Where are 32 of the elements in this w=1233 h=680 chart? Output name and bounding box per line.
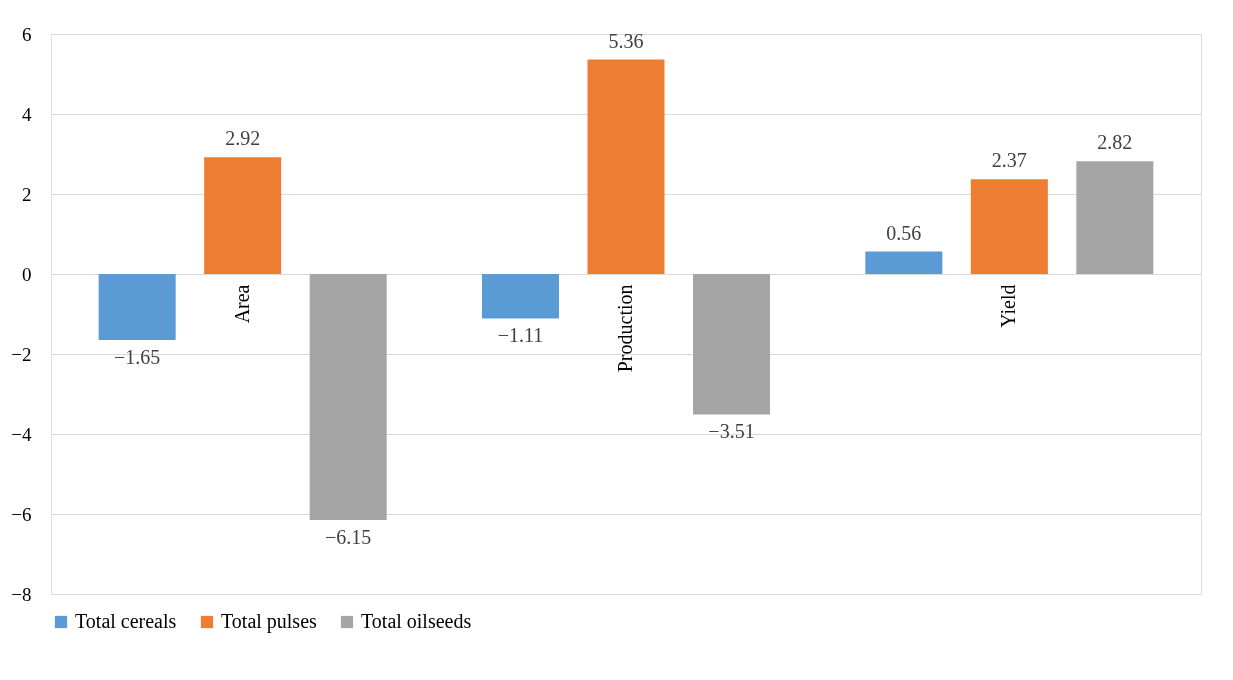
y-tick-label: 2 (22, 183, 32, 205)
y-tick-label: −2 (11, 343, 32, 365)
y-tick-label: −8 (11, 583, 32, 605)
x-tick-label: Area (230, 284, 253, 324)
bar (693, 274, 771, 415)
y-tick-label: 0 (22, 263, 32, 285)
data-label: −1.65 (114, 346, 161, 368)
data-label: 5.36 (608, 29, 644, 52)
bar (98, 274, 176, 340)
bar (481, 274, 559, 319)
data-label: −6.15 (325, 526, 372, 548)
data-label: −1.11 (497, 324, 544, 347)
bar (865, 251, 943, 274)
data-label: 2.37 (991, 149, 1027, 172)
bar (309, 274, 387, 520)
y-tick-label: 6 (22, 23, 32, 45)
legend-label: Total pulses (221, 610, 318, 633)
data-label: −3.51 (708, 420, 755, 443)
bar (970, 179, 1048, 274)
bar (587, 59, 665, 274)
x-tick-label: Yield (997, 284, 1020, 328)
data-label: 2.92 (225, 127, 261, 150)
legend-label: Total cereals (75, 610, 177, 632)
data-label: 0.56 (886, 221, 922, 244)
bar (1076, 161, 1154, 274)
x-tick-label: Production (614, 284, 636, 373)
data-label: 2.82 (1097, 131, 1133, 154)
y-tick-label: 4 (22, 103, 32, 125)
y-tick-label: −6 (11, 503, 32, 525)
y-tick-label: −4 (11, 423, 32, 445)
bar (204, 157, 282, 274)
legend-label: Total oilseeds (361, 610, 472, 632)
